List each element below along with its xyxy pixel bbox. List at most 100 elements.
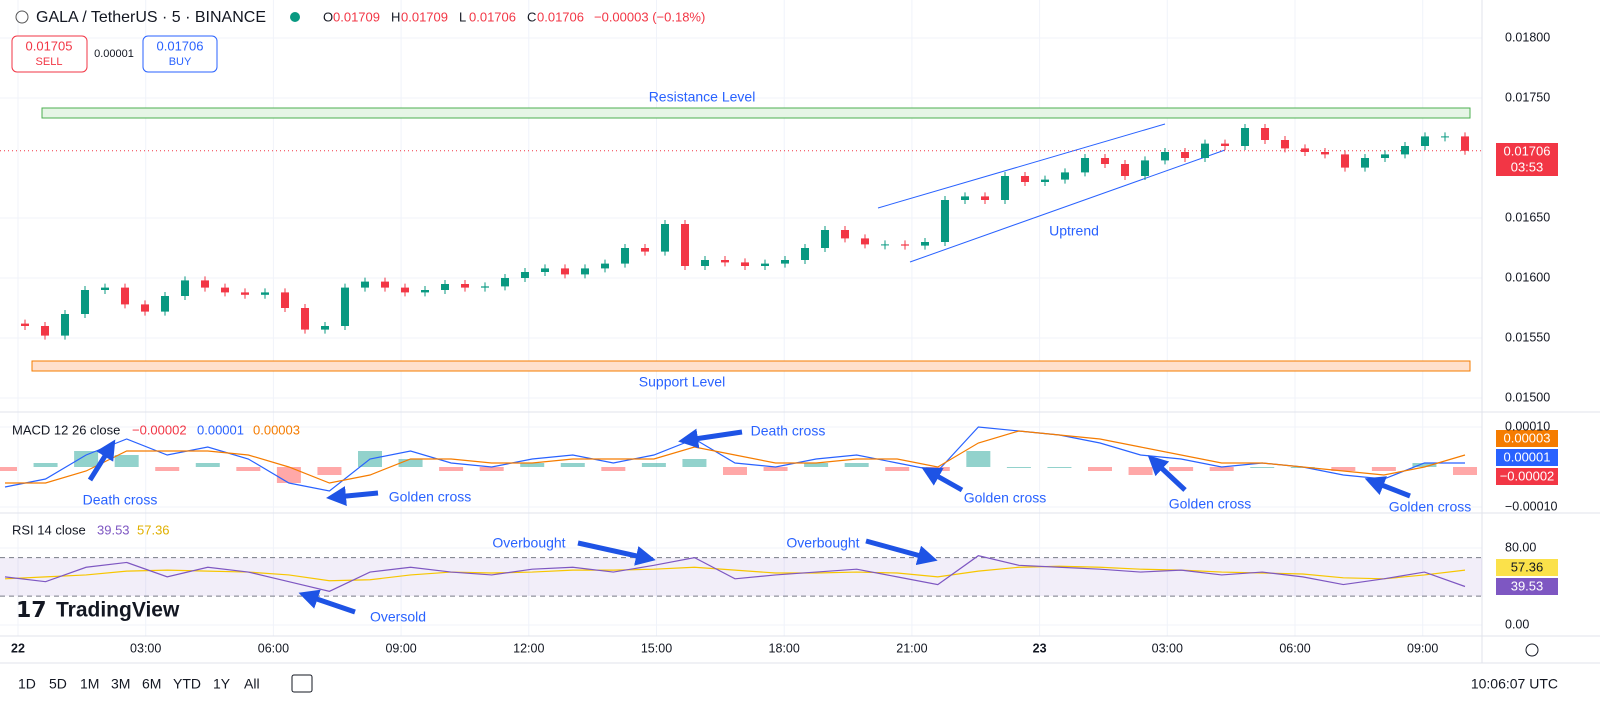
candle: [1441, 136, 1449, 138]
y-tick-label: 0.01550: [1505, 330, 1550, 344]
buy-button[interactable]: [142, 35, 218, 73]
status-dot: [290, 12, 300, 22]
candle: [221, 287, 229, 293]
range-button[interactable]: 6M: [142, 676, 161, 692]
change: −0.00003 (−0.18%): [594, 9, 705, 24]
candle: [361, 281, 369, 288]
ohlc-value: 0.01709: [401, 9, 448, 24]
sell-label[interactable]: SELL: [36, 56, 63, 68]
annotation: Death cross: [83, 492, 158, 508]
range-button[interactable]: 3M: [111, 676, 130, 692]
ohlc-key: H: [391, 9, 400, 24]
badge-text: 39.53: [1511, 578, 1544, 593]
candle: [621, 248, 629, 264]
candle: [681, 224, 689, 266]
candle: [341, 287, 349, 326]
candle: [1381, 154, 1389, 158]
ohlc-value: 0.01706: [469, 9, 516, 24]
candle: [1321, 152, 1329, 155]
y-tick-label: 0.00: [1505, 617, 1529, 631]
macd-histogram: [885, 467, 910, 471]
symbol-icon: [15, 10, 29, 24]
arrow: [326, 486, 379, 507]
macd-legend: MACD 12 26 close: [12, 422, 120, 437]
macd-value: 0.00001: [197, 422, 244, 437]
range-button[interactable]: 1D: [18, 676, 36, 692]
macd-histogram: [1047, 467, 1072, 468]
sell-button[interactable]: [11, 35, 88, 73]
macd-line: [4, 426, 1465, 492]
logo: TradingView: [56, 599, 180, 622]
candle: [201, 280, 209, 288]
candle: [701, 260, 709, 266]
range-button[interactable]: All: [244, 676, 260, 692]
y-tick-label: 80.00: [1505, 540, 1536, 554]
macd-histogram: [1169, 467, 1194, 471]
resistance-zone: [41, 107, 1471, 119]
x-tick-label: 03:00: [130, 641, 161, 655]
range-button[interactable]: 1Y: [213, 676, 231, 692]
badge-text: 0.00001: [1504, 449, 1551, 464]
candle: [921, 242, 929, 246]
candle: [761, 263, 769, 266]
range-button[interactable]: 1M: [80, 676, 99, 692]
signal-line: [5, 430, 1466, 484]
candle: [161, 296, 169, 312]
candle: [121, 287, 129, 305]
candle: [1021, 176, 1029, 182]
x-tick-label: 21:00: [896, 641, 927, 655]
annotation: Resistance Level: [649, 89, 756, 105]
ohlc-key: C: [527, 9, 536, 24]
macd-histogram: [74, 451, 99, 467]
range-button[interactable]: 5D: [49, 676, 67, 692]
macd-histogram: [560, 463, 585, 467]
candle: [1221, 143, 1229, 146]
macd-histogram: [1250, 467, 1275, 468]
annotation: Golden cross: [1389, 499, 1471, 515]
candle: [901, 244, 909, 246]
macd-histogram: [195, 463, 220, 467]
macd-histogram: [398, 459, 423, 467]
candle: [1201, 143, 1209, 158]
candle: [81, 290, 89, 314]
calendar-icon[interactable]: [291, 674, 313, 693]
candle: [241, 292, 249, 295]
price-badge: [1496, 143, 1558, 176]
ohlc-key: O: [323, 9, 333, 24]
macd-histogram: [1006, 467, 1031, 468]
buy-price[interactable]: 0.01706: [157, 38, 204, 53]
settings-icon[interactable]: [1525, 643, 1539, 657]
trendline: [877, 123, 1166, 209]
support-zone: [31, 360, 1471, 372]
candle: [501, 278, 509, 287]
badge: [1496, 449, 1558, 466]
annotation: Golden cross: [964, 490, 1046, 506]
macd-histogram: [0, 467, 17, 471]
buy-label[interactable]: BUY: [169, 56, 192, 68]
annotation: Overbought: [492, 535, 565, 551]
badge: [1496, 559, 1558, 576]
ohlc-key: L: [459, 9, 466, 24]
rsi-line: [4, 555, 1466, 592]
ohlc-value: 0.01709: [333, 9, 380, 24]
macd-histogram: [682, 459, 707, 467]
candle: [721, 260, 729, 263]
candle: [441, 284, 449, 290]
candle: [1361, 158, 1369, 168]
macd-histogram: [155, 467, 180, 471]
macd-histogram: [1088, 467, 1112, 471]
candle: [841, 230, 849, 239]
x-tick-label: 09:00: [1407, 641, 1438, 655]
range-button[interactable]: YTD: [173, 676, 201, 692]
annotation: Golden cross: [1169, 496, 1251, 512]
toolbar: 1D 5D 1M 3M 6M YTD 1Y All: [18, 676, 260, 692]
sell-price[interactable]: 0.01705: [26, 38, 73, 53]
candle: [1161, 152, 1169, 161]
candle: [561, 268, 569, 275]
macd-histogram: [236, 467, 261, 471]
candle: [1041, 179, 1049, 182]
macd-histogram: [317, 467, 342, 475]
annotation: Golden cross: [389, 489, 471, 505]
x-tick-label: 06:00: [258, 641, 289, 655]
candle: [301, 308, 309, 330]
